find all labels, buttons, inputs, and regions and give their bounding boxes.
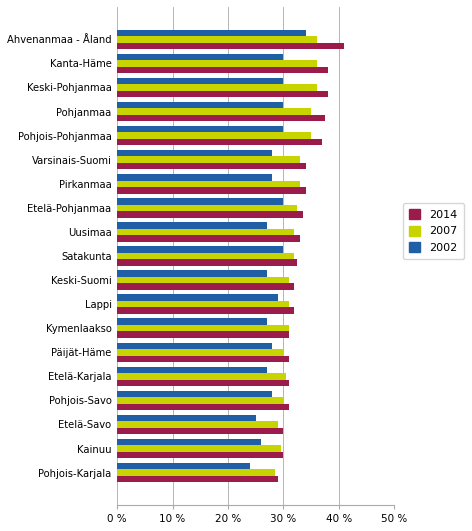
Bar <box>117 259 297 266</box>
Bar <box>117 404 289 410</box>
Bar <box>117 446 281 452</box>
Bar <box>117 91 328 97</box>
Bar <box>117 246 283 253</box>
Bar <box>117 235 300 242</box>
Bar <box>117 229 295 235</box>
Bar <box>117 30 305 36</box>
Bar <box>117 211 303 218</box>
Bar <box>117 132 311 139</box>
Bar <box>117 54 283 60</box>
Bar <box>117 139 322 145</box>
Bar <box>117 439 261 446</box>
Bar <box>117 84 317 91</box>
Bar <box>117 102 283 108</box>
Bar <box>117 301 289 307</box>
Bar <box>117 380 289 386</box>
Bar <box>117 319 267 325</box>
Bar <box>117 198 283 204</box>
Bar <box>117 181 300 187</box>
Bar <box>117 428 283 434</box>
Bar <box>117 174 272 181</box>
Bar <box>117 42 345 49</box>
Bar <box>117 67 328 73</box>
Legend: 2014, 2007, 2002: 2014, 2007, 2002 <box>403 203 464 260</box>
Bar <box>117 397 283 404</box>
Bar <box>117 391 272 397</box>
Bar <box>117 108 311 115</box>
Bar <box>117 222 267 229</box>
Bar <box>117 284 295 290</box>
Bar <box>117 373 286 380</box>
Bar <box>117 294 278 301</box>
Bar <box>117 325 289 331</box>
Bar <box>117 187 305 193</box>
Bar <box>117 115 325 121</box>
Bar <box>117 204 297 211</box>
Bar <box>117 342 272 349</box>
Bar <box>117 163 305 169</box>
Bar <box>117 349 283 356</box>
Bar <box>117 126 283 132</box>
Bar <box>117 452 283 458</box>
Bar <box>117 415 256 421</box>
Bar <box>117 157 300 163</box>
Bar <box>117 78 283 84</box>
Bar <box>117 307 295 314</box>
Bar <box>117 253 295 259</box>
Bar <box>117 270 267 277</box>
Bar <box>117 331 289 338</box>
Bar <box>117 463 250 469</box>
Bar <box>117 60 317 67</box>
Bar <box>117 469 275 476</box>
Bar <box>117 36 317 42</box>
Bar <box>117 277 289 284</box>
Bar <box>117 421 278 428</box>
Bar <box>117 356 289 362</box>
Bar <box>117 150 272 157</box>
Bar <box>117 476 278 482</box>
Bar <box>117 366 267 373</box>
